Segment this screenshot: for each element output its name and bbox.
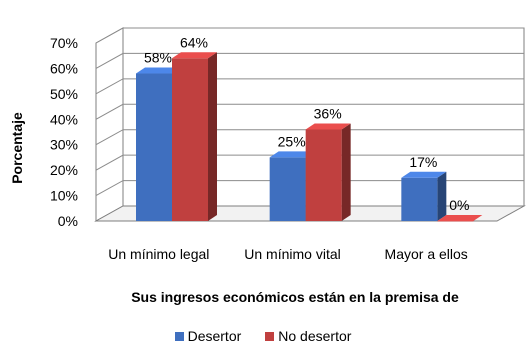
data-label: 25% xyxy=(278,133,306,149)
gridlines xyxy=(95,27,524,197)
legend-item-no-desertor: No desertor xyxy=(265,328,351,344)
data-label: 64% xyxy=(180,34,208,50)
bar-top xyxy=(401,171,447,178)
legend-swatch-desertor xyxy=(174,331,184,341)
data-label: 36% xyxy=(314,105,342,121)
bar-top xyxy=(305,123,351,130)
y-tick-label: 30% xyxy=(50,137,78,153)
y-tick-label: 60% xyxy=(50,60,78,76)
x-axis-title: Sus ingresos económicos están en la prem… xyxy=(131,289,459,305)
bar-top xyxy=(136,67,181,74)
x-category-label: Un mínimo legal xyxy=(108,246,209,262)
bar-top xyxy=(437,215,483,221)
legend-label-no-desertor: No desertor xyxy=(278,328,352,344)
data-labels: 58% 64% 25% 36% 17% 0% xyxy=(144,34,469,213)
legend-item-desertor: Desertor xyxy=(174,328,242,344)
bar-front xyxy=(305,129,342,221)
bar-top xyxy=(172,52,217,59)
bar-front xyxy=(401,177,438,221)
bar-desertor-3 xyxy=(401,171,447,221)
y-tick-label: 70% xyxy=(50,35,78,51)
bar-no-desertor-1 xyxy=(172,52,217,221)
bars xyxy=(136,52,483,222)
data-label: 58% xyxy=(144,50,172,66)
bar-top xyxy=(269,151,315,158)
data-label: 0% xyxy=(449,197,469,213)
y-tick-label: 0% xyxy=(58,213,78,229)
legend-swatch-no-desertor xyxy=(265,331,275,341)
y-axis-title: Porcentaje xyxy=(9,112,25,184)
data-label: 17% xyxy=(409,154,437,170)
bar-no-desertor-3 xyxy=(437,215,483,222)
bar-front xyxy=(136,73,172,221)
bar-front xyxy=(269,157,306,221)
gridline xyxy=(95,103,524,120)
legend-label-desertor: Desertor xyxy=(187,328,242,344)
y-tick-label: 40% xyxy=(50,111,78,127)
y-tick-label: 20% xyxy=(50,162,78,178)
gridline xyxy=(95,27,524,44)
legend: Desertor No desertor xyxy=(0,327,526,345)
bar-side xyxy=(437,171,447,221)
side-wall xyxy=(95,27,124,222)
x-category-label: Mayor a ellos xyxy=(385,246,468,262)
gridline xyxy=(95,154,524,171)
bar-side xyxy=(341,123,351,221)
y-tick-label: 10% xyxy=(50,188,78,204)
bar-front xyxy=(437,221,474,222)
y-tick-label: 50% xyxy=(50,86,78,102)
gridline xyxy=(95,180,524,197)
y-axis-ticks: 0% 10% 20% 30% 40% 50% 60% 70% xyxy=(50,35,78,229)
gridline xyxy=(95,129,524,146)
bar-no-desertor-2 xyxy=(305,123,351,221)
gridline xyxy=(95,78,524,95)
bar-front xyxy=(172,58,208,221)
x-axis-categories: Un mínimo legal Un mínimo vital Mayor a el… xyxy=(108,246,468,262)
x-category-label: Un mínimo vital xyxy=(244,246,340,262)
bar-side xyxy=(208,52,217,221)
gridline xyxy=(95,52,524,69)
